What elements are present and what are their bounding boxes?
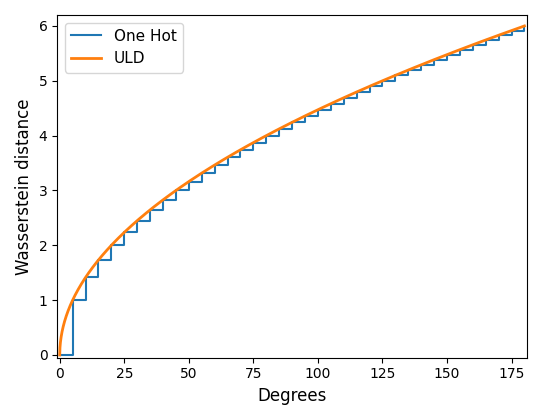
One Hot — [521, 24, 528, 29]
ULD — [80, 278, 87, 283]
ULD — [521, 24, 528, 29]
One Hot — [482, 42, 489, 47]
Legend: One Hot, ULD: One Hot, ULD — [65, 23, 183, 73]
Y-axis label: Wasserstein distance: Wasserstein distance — [15, 98, 33, 275]
One Hot — [444, 52, 450, 57]
ULD — [56, 352, 63, 357]
One Hot — [289, 120, 295, 125]
One Hot — [56, 352, 63, 357]
One Hot — [160, 197, 166, 202]
ULD — [270, 129, 276, 134]
One Hot — [456, 47, 463, 52]
ULD — [422, 60, 429, 66]
Line: ULD: ULD — [60, 26, 525, 355]
ULD — [507, 28, 514, 33]
ULD — [508, 28, 514, 33]
One Hot — [211, 163, 218, 168]
Line: One Hot: One Hot — [60, 26, 525, 355]
ULD — [282, 123, 289, 128]
X-axis label: Degrees: Degrees — [257, 387, 327, 405]
